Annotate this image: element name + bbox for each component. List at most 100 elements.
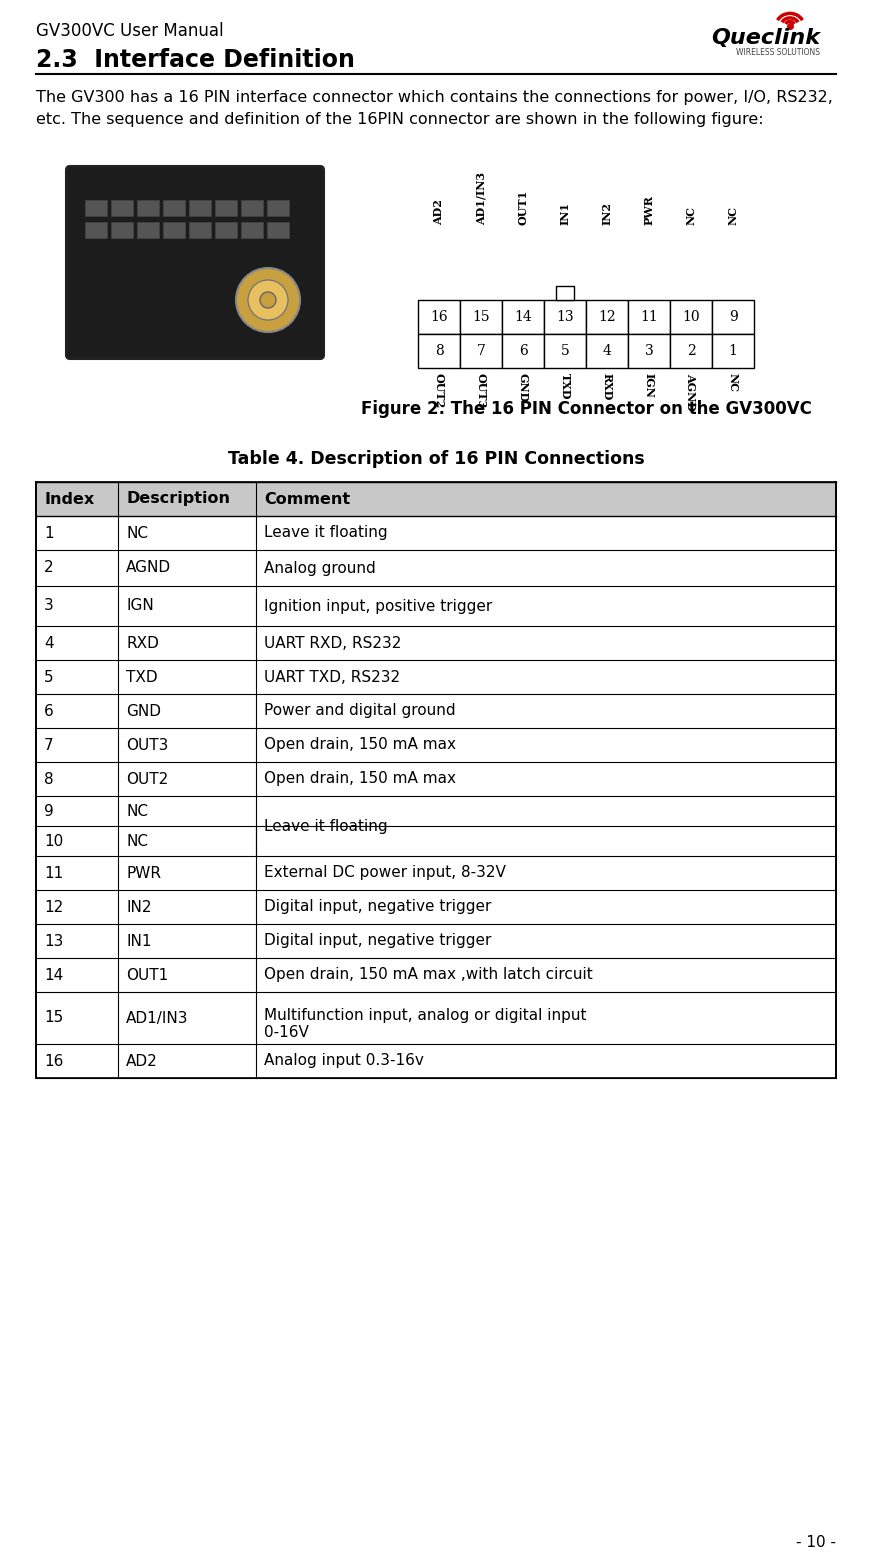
Text: 16: 16 bbox=[44, 1054, 64, 1068]
Bar bbox=[137, 222, 159, 237]
Text: 12: 12 bbox=[598, 310, 616, 324]
Text: Queclink: Queclink bbox=[711, 28, 820, 48]
Text: UART RXD, RS232: UART RXD, RS232 bbox=[264, 635, 401, 650]
Text: RXD: RXD bbox=[602, 372, 612, 400]
Text: OUT3: OUT3 bbox=[126, 737, 168, 753]
Bar bbox=[544, 300, 586, 334]
Text: NC: NC bbox=[727, 206, 739, 225]
Text: 15: 15 bbox=[44, 1010, 64, 1026]
Text: IN2: IN2 bbox=[126, 900, 152, 914]
Bar bbox=[628, 300, 670, 334]
Text: Analog input 0.3-16v: Analog input 0.3-16v bbox=[264, 1054, 424, 1068]
Bar bbox=[544, 334, 586, 368]
Text: 14: 14 bbox=[514, 310, 532, 324]
Text: 10: 10 bbox=[44, 833, 64, 849]
Text: Table 4. Description of 16 PIN Connections: Table 4. Description of 16 PIN Connectio… bbox=[228, 450, 644, 469]
Bar bbox=[418, 300, 460, 334]
Text: 8: 8 bbox=[44, 771, 53, 787]
Bar bbox=[189, 200, 211, 216]
Bar bbox=[189, 222, 211, 237]
Text: OUT3: OUT3 bbox=[475, 372, 487, 408]
Text: IGN: IGN bbox=[644, 372, 655, 397]
Text: 9: 9 bbox=[729, 310, 738, 324]
Text: RXD: RXD bbox=[126, 635, 159, 650]
Text: Comment: Comment bbox=[264, 492, 351, 506]
Text: 0-16V: 0-16V bbox=[264, 1024, 309, 1040]
Text: 5: 5 bbox=[44, 669, 53, 684]
Text: IN2: IN2 bbox=[602, 202, 612, 225]
Text: 7: 7 bbox=[44, 737, 53, 753]
Bar bbox=[502, 334, 544, 368]
Text: 7: 7 bbox=[477, 345, 486, 359]
Bar bbox=[163, 200, 185, 216]
Text: NC: NC bbox=[126, 833, 148, 849]
Text: 8: 8 bbox=[434, 345, 443, 359]
Text: Analog ground: Analog ground bbox=[264, 560, 376, 576]
Text: 13: 13 bbox=[556, 310, 574, 324]
Bar bbox=[712, 334, 754, 368]
Bar bbox=[670, 300, 712, 334]
Bar bbox=[556, 286, 574, 300]
Text: Leave it floating: Leave it floating bbox=[264, 818, 388, 833]
Text: OUT1: OUT1 bbox=[126, 967, 168, 982]
Text: Open drain, 150 mA max ,with latch circuit: Open drain, 150 mA max ,with latch circu… bbox=[264, 967, 593, 982]
Text: AD2: AD2 bbox=[126, 1054, 158, 1068]
FancyBboxPatch shape bbox=[66, 166, 324, 359]
Text: External DC power input, 8-32V: External DC power input, 8-32V bbox=[264, 866, 506, 880]
Text: UART TXD, RS232: UART TXD, RS232 bbox=[264, 669, 400, 684]
Text: Ignition input, positive trigger: Ignition input, positive trigger bbox=[264, 599, 493, 613]
Text: 11: 11 bbox=[44, 866, 64, 880]
Text: - 10 -: - 10 - bbox=[796, 1535, 836, 1550]
Circle shape bbox=[236, 268, 300, 332]
Text: Multifunction input, analog or digital input: Multifunction input, analog or digital i… bbox=[264, 1007, 587, 1023]
Text: Index: Index bbox=[44, 492, 94, 506]
Text: Figure 2. The 16 PIN Connector on the GV300VC: Figure 2. The 16 PIN Connector on the GV… bbox=[360, 400, 812, 417]
Bar bbox=[460, 334, 502, 368]
Text: IN1: IN1 bbox=[126, 933, 152, 948]
Text: 3: 3 bbox=[44, 599, 54, 613]
Bar bbox=[628, 334, 670, 368]
Text: TXD: TXD bbox=[560, 372, 570, 399]
Bar bbox=[460, 300, 502, 334]
Bar bbox=[111, 200, 133, 216]
Text: 4: 4 bbox=[44, 635, 53, 650]
Text: The GV300 has a 16 PIN interface connector which contains the connections for po: The GV300 has a 16 PIN interface connect… bbox=[36, 90, 833, 127]
Text: PWR: PWR bbox=[644, 196, 655, 225]
Text: AD1/IN3: AD1/IN3 bbox=[126, 1010, 188, 1026]
Text: Digital input, negative trigger: Digital input, negative trigger bbox=[264, 933, 492, 948]
Text: 15: 15 bbox=[472, 310, 490, 324]
Text: Leave it floating: Leave it floating bbox=[264, 526, 388, 540]
Text: 3: 3 bbox=[644, 345, 653, 359]
Text: AGND: AGND bbox=[126, 560, 171, 576]
Bar bbox=[36, 483, 836, 515]
Bar bbox=[712, 300, 754, 334]
Text: GV300VC User Manual: GV300VC User Manual bbox=[36, 22, 223, 40]
Bar bbox=[418, 334, 460, 368]
Text: 2: 2 bbox=[686, 345, 695, 359]
Bar bbox=[267, 200, 289, 216]
Bar bbox=[163, 222, 185, 237]
Text: WIRELESS SOLUTIONS: WIRELESS SOLUTIONS bbox=[736, 48, 820, 57]
Text: 1: 1 bbox=[729, 345, 738, 359]
Bar bbox=[586, 334, 628, 368]
Text: 13: 13 bbox=[44, 933, 64, 948]
Bar bbox=[36, 483, 836, 1079]
Bar bbox=[85, 222, 107, 237]
Text: IN1: IN1 bbox=[560, 202, 570, 225]
Bar bbox=[241, 200, 263, 216]
Text: GND: GND bbox=[126, 703, 161, 719]
Text: PWR: PWR bbox=[126, 866, 161, 880]
Text: 12: 12 bbox=[44, 900, 64, 914]
Bar bbox=[215, 200, 237, 216]
Text: 6: 6 bbox=[519, 345, 528, 359]
Bar bbox=[137, 200, 159, 216]
Text: Description: Description bbox=[126, 492, 230, 506]
Text: AD1/IN3: AD1/IN3 bbox=[475, 172, 487, 225]
Bar bbox=[670, 334, 712, 368]
Text: 9: 9 bbox=[44, 804, 54, 818]
Text: Open drain, 150 mA max: Open drain, 150 mA max bbox=[264, 737, 456, 753]
Text: 6: 6 bbox=[44, 703, 54, 719]
Text: 1: 1 bbox=[44, 526, 53, 540]
Bar bbox=[215, 222, 237, 237]
Text: Open drain, 150 mA max: Open drain, 150 mA max bbox=[264, 771, 456, 787]
